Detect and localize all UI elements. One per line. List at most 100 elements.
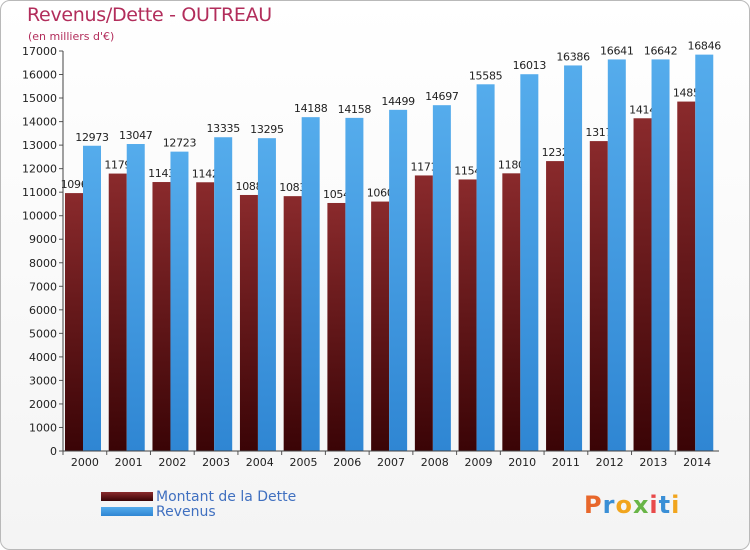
data-label-dette: 1054 — [323, 188, 350, 201]
data-label-revenus: 16846 — [688, 40, 722, 53]
y-tick-label: 11000 — [22, 186, 57, 199]
x-tick-label: 2007 — [377, 456, 405, 469]
x-tick-label: 2002 — [158, 456, 186, 469]
bar-revenus — [651, 59, 670, 452]
data-label-revenus: 15585 — [469, 69, 503, 82]
x-tick-label: 2013 — [639, 456, 667, 469]
y-tick-label: 16000 — [22, 69, 57, 82]
data-label-revenus: 12973 — [75, 131, 109, 144]
x-tick-label: 2014 — [683, 456, 711, 469]
data-label-revenus: 14188 — [294, 102, 328, 115]
legend-label-revenus: Revenus — [156, 503, 216, 520]
y-tick-label: 3000 — [29, 374, 57, 387]
y-tick-label: 0 — [50, 445, 57, 458]
x-tick-label: 2010 — [508, 456, 536, 469]
logo-letter: o — [615, 491, 633, 519]
bar-dette — [371, 201, 390, 451]
data-label-revenus: 16641 — [600, 44, 634, 57]
data-label-revenus: 13295 — [250, 123, 284, 136]
legend-swatch-dette — [101, 492, 153, 501]
bar-revenus — [170, 151, 189, 451]
data-label-dette: 1143 — [148, 167, 175, 180]
logo-letter: t — [658, 491, 672, 519]
logo-letter: P — [584, 491, 603, 519]
x-tick-label: 2001 — [115, 456, 143, 469]
bar-dette — [239, 194, 258, 451]
legend: Montant de la Dette Revenus — [101, 488, 297, 520]
data-label-dette: 1485 — [673, 87, 700, 100]
bar-dette — [677, 101, 696, 452]
y-tick-label: 1000 — [29, 421, 57, 434]
x-tick-label: 2005 — [290, 456, 318, 469]
y-tick-label: 14000 — [22, 116, 57, 129]
x-tick-label: 2012 — [596, 456, 624, 469]
y-tick-label: 5000 — [29, 327, 57, 340]
x-tick-label: 2006 — [333, 456, 361, 469]
bar-revenus — [389, 109, 408, 452]
data-label-dette: 1414 — [629, 103, 656, 116]
bar-revenus — [564, 65, 583, 452]
bar-revenus — [476, 84, 495, 451]
bar-dette — [327, 202, 346, 451]
y-tick-label: 4000 — [29, 351, 57, 364]
bar-dette — [589, 141, 608, 451]
y-tick-label: 2000 — [29, 398, 57, 411]
legend-item-dette: Montant de la Dette — [101, 488, 297, 505]
x-tick-label: 2011 — [552, 456, 580, 469]
data-label-dette: 1232 — [542, 146, 569, 159]
logo-letter: i — [671, 491, 681, 519]
bar-dette — [196, 182, 215, 452]
data-label-dette: 1154 — [454, 164, 481, 177]
bar-dette — [108, 173, 127, 452]
bar-revenus — [345, 117, 364, 451]
data-label-revenus: 14499 — [381, 95, 415, 108]
legend-label-dette: Montant de la Dette — [156, 488, 297, 505]
y-tick-label: 9000 — [29, 233, 57, 246]
x-tick-label: 2000 — [71, 456, 99, 469]
bar-revenus — [301, 117, 320, 451]
x-tick-label: 2003 — [202, 456, 230, 469]
data-label-revenus: 13335 — [206, 122, 240, 135]
proxiti-logo: Proxiti — [584, 491, 680, 519]
data-label-dette: 1171 — [410, 160, 437, 173]
logo-letter: i — [649, 491, 659, 519]
data-label-dette: 1096 — [61, 178, 88, 191]
chart-title: Revenus/Dette - OUTREAU — [27, 4, 272, 26]
bar-dette — [65, 193, 83, 451]
bar-revenus — [214, 137, 233, 451]
legend-swatch-revenus — [101, 507, 153, 516]
y-tick-label: 6000 — [29, 304, 57, 317]
chart-subtitle: (en milliers d'€) — [28, 30, 115, 43]
y-tick-label: 17000 — [22, 45, 57, 58]
data-label-dette: 1088 — [236, 180, 263, 193]
data-label-revenus: 13047 — [119, 129, 153, 142]
bar-dette — [633, 118, 652, 451]
bar-revenus — [126, 144, 145, 451]
data-label-revenus: 16642 — [644, 44, 678, 57]
legend-item-revenus: Revenus — [101, 503, 296, 520]
bar-revenus — [695, 54, 714, 451]
data-label-dette: 1060 — [367, 187, 394, 200]
data-label-revenus: 14697 — [425, 90, 459, 103]
data-label-revenus: 12723 — [163, 137, 197, 150]
bar-dette — [458, 179, 477, 451]
x-tick-label: 2004 — [246, 456, 274, 469]
x-tick-label: 2008 — [421, 456, 449, 469]
data-label-revenus: 16013 — [513, 59, 547, 72]
bar-dette — [152, 182, 171, 452]
y-tick-label: 8000 — [29, 257, 57, 270]
bar-dette — [502, 173, 521, 451]
x-tick-label: 2009 — [464, 456, 492, 469]
logo-letter: x — [632, 491, 650, 519]
logo-letter: r — [602, 491, 616, 519]
bar-revenus — [83, 145, 101, 452]
bar-dette — [283, 196, 302, 451]
bar-revenus — [607, 59, 626, 452]
bar-dette — [414, 175, 433, 451]
bar-revenus — [432, 105, 451, 451]
y-tick-label: 10000 — [22, 210, 57, 223]
data-label-dette: 1180 — [498, 158, 525, 171]
data-label-revenus: 14158 — [338, 103, 372, 116]
